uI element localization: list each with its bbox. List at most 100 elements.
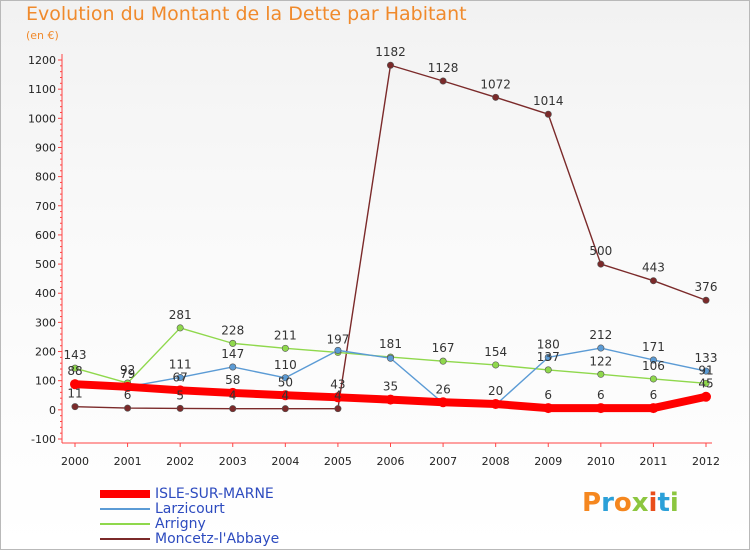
data-point [332,392,343,403]
x-tick-label: 2006 [377,455,405,468]
y-tick-label: 800 [35,171,56,184]
data-label: 6 [544,388,552,402]
x-tick-label: 2003 [219,455,247,468]
data-label: 181 [379,337,402,351]
x-tick-label: 2000 [61,455,89,468]
y-tick-label: 500 [35,258,56,271]
data-label: 4 [282,389,290,403]
data-label: 4 [229,389,237,403]
data-point [544,366,552,374]
data-point [544,110,552,118]
x-tick-label: 2004 [271,455,299,468]
data-label: 6 [124,388,132,402]
x-tick-label: 2005 [324,455,352,468]
data-point [386,354,394,362]
data-point [281,344,289,352]
data-label: 11 [67,387,82,401]
chart-legend: ISLE-SUR-MARNE Larzicourt Arrigny Moncetz-l… [100,485,280,547]
y-tick-label: 1000 [28,112,56,125]
x-tick-label: 2012 [692,455,720,468]
legend-label: Moncetz-l'Abbaye [155,530,280,547]
data-label: 26 [435,382,450,396]
data-label: 376 [695,280,718,294]
y-tick-label: 200 [35,346,56,359]
data-label: 1182 [375,45,406,59]
data-label: 43 [330,377,345,391]
x-tick-label: 2001 [114,455,142,468]
data-point [229,363,237,371]
data-label: 6 [597,388,605,402]
y-tick-label: 1200 [28,54,56,67]
x-tick-label: 2007 [429,455,457,468]
legend-item: Arrigny [100,515,279,532]
y-tick-label: 600 [35,229,56,242]
data-label: 1128 [428,61,459,75]
data-label: 1072 [480,77,511,91]
data-label: 197 [326,332,349,346]
x-tick-label: 2010 [587,455,615,468]
proxiti-logo: Proxiti [582,488,679,518]
legend-swatch [100,507,150,510]
x-tick-label: 2011 [639,455,667,468]
data-label: 180 [537,337,560,351]
data-point [702,296,710,304]
data-label: 5 [176,388,184,402]
data-point [597,344,605,352]
y-tick-label: 300 [35,316,56,329]
logo-letter: P [582,488,602,518]
data-label: 110 [274,358,297,372]
data-label: 67 [173,370,188,384]
data-point [334,346,342,354]
data-label: 143 [64,348,87,362]
data-point [649,277,657,285]
data-point [438,397,449,408]
data-label: 154 [484,345,507,359]
logo-letter: i [669,488,679,518]
data-point [702,379,710,387]
y-tick-label: 100 [35,375,56,388]
data-point [649,356,657,364]
data-point [701,391,711,402]
legend-item: Moncetz-l'Abbaye [100,530,280,547]
data-point [176,404,184,412]
data-point [385,394,396,405]
data-point [71,364,79,372]
data-label: 58 [225,373,240,387]
data-label: 106 [642,359,665,373]
y-tick-label: 1100 [28,83,56,96]
legend-label: Larzicourt [155,500,225,517]
data-point [175,385,186,396]
data-point [595,403,606,414]
legend-swatch [100,537,150,540]
data-point [122,381,133,392]
data-label: 443 [642,261,665,275]
data-point [71,403,79,411]
data-point [648,403,659,414]
data-point [124,404,132,412]
logo-letter: x [631,488,649,518]
logo-letter: o [613,488,632,518]
data-label: 211 [274,328,297,342]
data-label: 92 [120,363,135,377]
y-tick-label: -100 [31,433,56,446]
data-label: 147 [221,347,244,361]
data-point [439,357,447,365]
data-label: 122 [589,354,612,368]
y-tick-label: 900 [35,141,56,154]
data-label: 133 [695,351,718,365]
data-label: 91 [698,363,713,377]
data-point [597,370,605,378]
data-label: 79 [120,367,135,381]
data-label: 35 [383,380,398,394]
legend-label: ISLE-SUR-MARNE [155,485,274,502]
data-label: 6 [650,388,658,402]
legend-item: Larzicourt [100,500,279,517]
chart-title: Evolution du Montant de la Dette par Hab… [26,3,467,25]
data-label: 212 [589,328,612,342]
logo-letter: r [601,488,614,518]
chart-subtitle: (en €) [26,29,59,42]
logo-letter: t [657,488,670,518]
legend-label: Arrigny [155,515,206,532]
